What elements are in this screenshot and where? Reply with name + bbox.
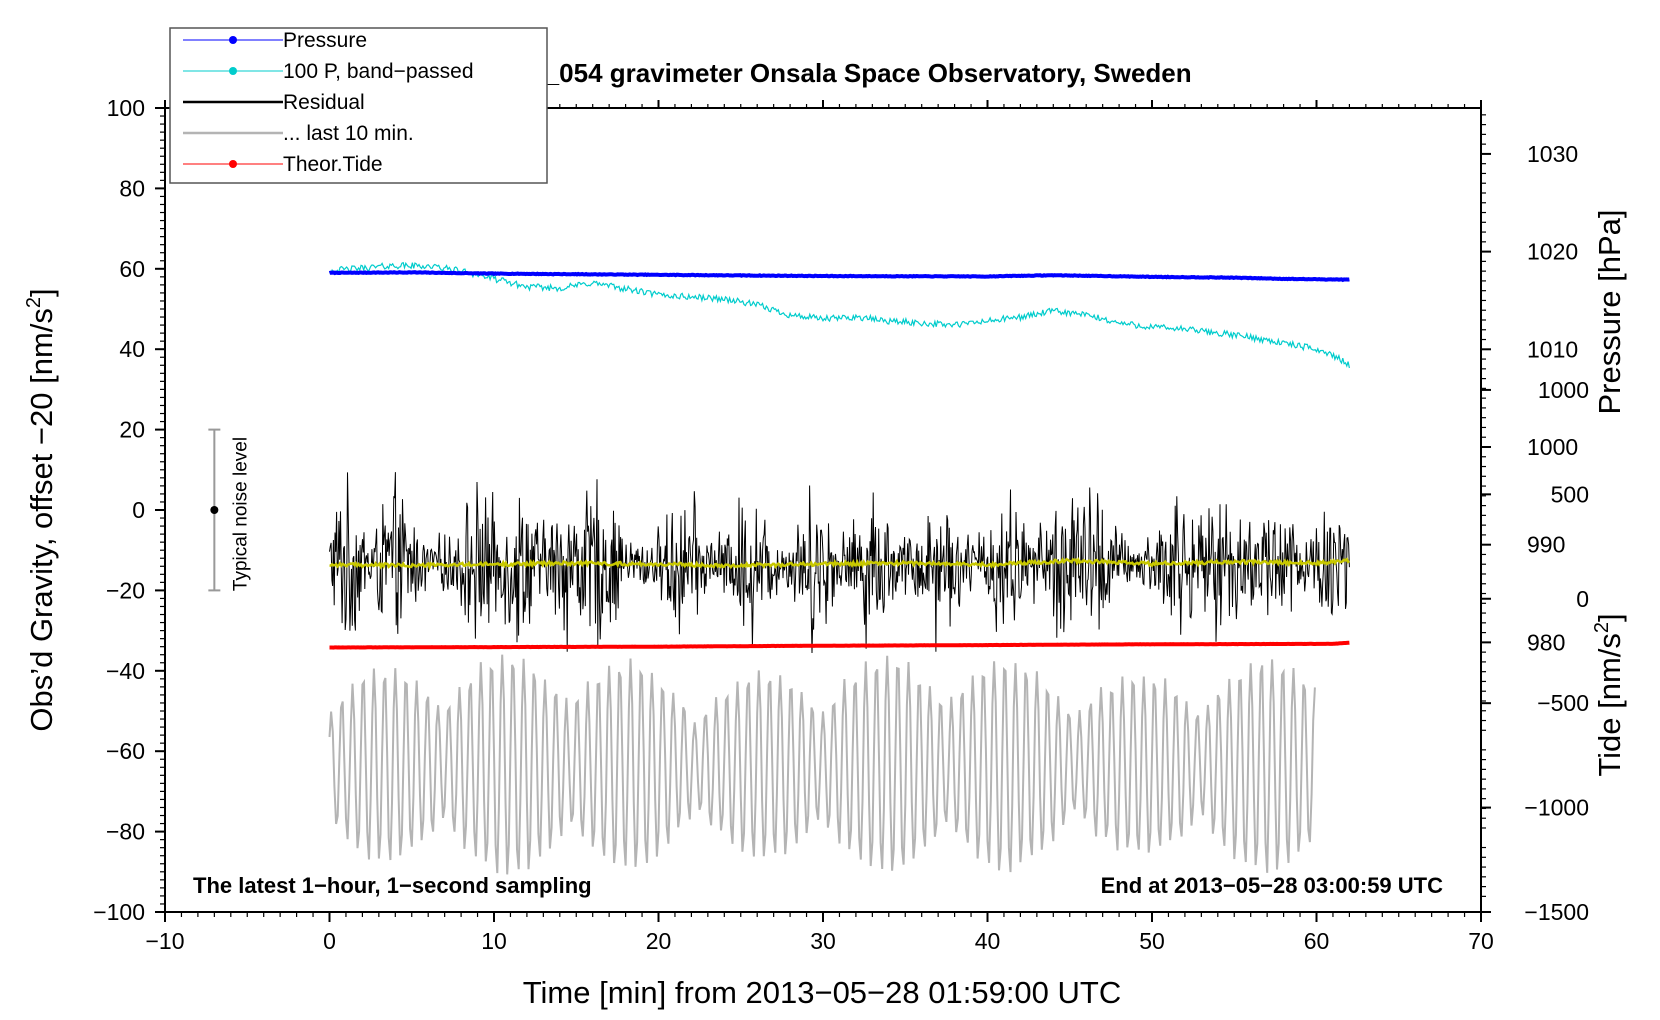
x-tick-label: 10	[481, 928, 507, 954]
series-pressure	[328, 270, 1350, 283]
y-axis-title-left-main: Obs’d Gravity, offset −20 [nm/s	[24, 308, 59, 732]
series-residual-smoothed	[329, 556, 1351, 571]
x-tick-label: 70	[1468, 928, 1494, 954]
series-layer	[328, 261, 1351, 875]
legend: Pressure 100 P, band−passed Residual ... la…	[169, 27, 548, 184]
legend-marker	[229, 36, 237, 44]
x-tick-label: 20	[646, 928, 672, 954]
note-left: The latest 1−hour, 1−second sampling	[193, 873, 592, 898]
y-axis-title-tide-sup: 2	[1591, 622, 1613, 633]
legend-label: Residual	[283, 91, 365, 114]
y-axis-title-tide: Tide [nm/s2]	[1591, 613, 1627, 776]
pressure-tick-label: 1010	[1527, 336, 1578, 362]
x-tick-label: 60	[1304, 928, 1330, 954]
note-right: End at 2013−05−28 03:00:59 UTC	[1101, 873, 1444, 898]
y-tick-label: 0	[132, 497, 145, 523]
noise-indicator: Typical noise level	[208, 428, 251, 592]
tide-tick-label: −1000	[1524, 795, 1589, 821]
x-axis-title: Time [min] from 2013−05−28 01:59:00 UTC	[523, 975, 1122, 1010]
y-tick-label: 80	[119, 175, 145, 201]
y-tick-label: −20	[106, 577, 145, 603]
y-tick-label: −60	[106, 738, 145, 764]
legend-entries: Pressure 100 P, band−passed Residual ... la…	[183, 29, 474, 176]
axes-layer: −10 0 10 20 30 40 50 60 70100806040200−20−40−60−…	[93, 95, 1589, 954]
noise-center-dot	[210, 506, 219, 514]
series-residual	[329, 472, 1350, 654]
y-axis-title-left: Obs’d Gravity, offset −20 [nm/s2]	[23, 288, 59, 731]
legend-marker	[229, 67, 237, 75]
pressure-tick-label: 990	[1527, 532, 1565, 558]
series-last-10-min	[328, 654, 1316, 875]
y-tick-label: 40	[119, 336, 145, 362]
tide-tick-label: −1500	[1524, 899, 1589, 925]
tide-tick-label: −500	[1537, 690, 1589, 716]
x-tick-label: −10	[145, 928, 184, 954]
series-pressure-bandpassed	[329, 261, 1350, 369]
plot-frame	[164, 107, 1482, 913]
y-axis-title-pressure: Pressure [hPa]	[1592, 209, 1627, 414]
y-tick-label: −40	[106, 658, 145, 684]
legend-box	[169, 27, 548, 184]
y-axis-title-tide-main: Tide [nm/s	[1592, 633, 1627, 777]
legend-label: 100 P, band−passed	[283, 60, 474, 83]
x-tick-label: 0	[323, 928, 336, 954]
chart-title: SCG_054 gravimeter Onsala Space Observat…	[488, 58, 1191, 88]
y-axis-title-left-tail: ]	[24, 288, 59, 297]
series-theoretical-tide	[329, 640, 1350, 650]
pressure-tick-label: 1000	[1527, 434, 1578, 460]
y-tick-label: 60	[119, 256, 145, 282]
legend-marker	[229, 160, 237, 168]
tide-tick-label: 0	[1576, 586, 1589, 612]
y-tick-label: −80	[106, 819, 145, 845]
y-axis-title-left-sup: 2	[23, 297, 45, 308]
y-tick-label: −100	[93, 899, 145, 925]
tide-tick-label: 500	[1551, 481, 1589, 507]
legend-label: ... last 10 min.	[283, 122, 414, 145]
legend-label: Pressure	[283, 29, 367, 52]
pressure-tick-label: 1030	[1527, 141, 1578, 167]
legend-label: Theor.Tide	[283, 153, 383, 176]
x-tick-label: 50	[1139, 928, 1165, 954]
pressure-tick-label: 980	[1527, 629, 1565, 655]
x-tick-label: 30	[810, 928, 836, 954]
x-tick-label: 40	[975, 928, 1001, 954]
y-axis-title-tide-tail: ]	[1592, 613, 1627, 622]
tide-tick-label: 1000	[1538, 377, 1589, 403]
y-tick-label: 100	[107, 95, 145, 121]
pressure-tick-label: 1020	[1527, 239, 1578, 265]
y-tick-label: 20	[119, 417, 145, 443]
noise-label: Typical noise level	[230, 437, 251, 591]
